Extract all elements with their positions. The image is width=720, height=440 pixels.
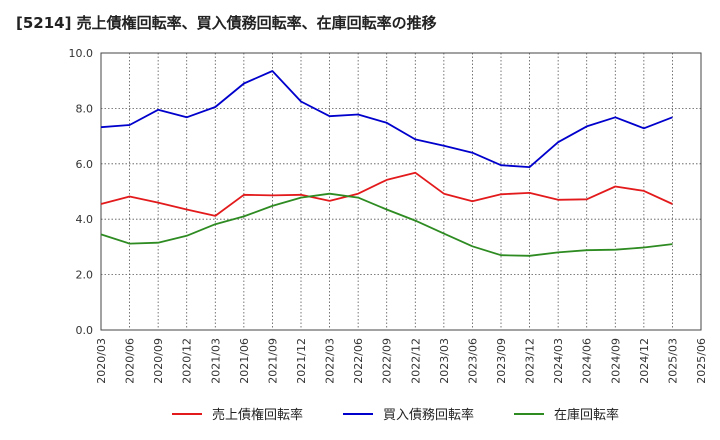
- x-tick-label: 2025/03: [666, 338, 679, 384]
- x-tick-label: 2022/12: [409, 338, 422, 384]
- y-tick-label: 10.0: [69, 47, 94, 60]
- legend-label-1: 売上債権回転率: [212, 407, 303, 423]
- x-tick-label: 2025/06: [695, 338, 708, 384]
- y-tick-label: 4.0: [76, 213, 94, 226]
- x-tick-label: 2024/12: [638, 338, 651, 384]
- x-tick-label: 2021/06: [238, 338, 251, 384]
- series-line-1: [100, 171, 673, 217]
- axes: 2020/03 2020/06 2020/09 2020/12 2021/03 2021/…: [69, 47, 709, 384]
- chart-title: [5214] 売上債権回転率、買入債務回転率、在庫回転率の推移: [16, 14, 437, 32]
- grid: [101, 53, 701, 330]
- x-tick-label: 2020/09: [152, 338, 165, 384]
- x-tick-label: 2023/12: [524, 338, 537, 384]
- y-tick-label: 0.0: [76, 324, 94, 337]
- y-tick-label: 8.0: [76, 102, 94, 115]
- x-tick-label: 2023/03: [438, 338, 451, 384]
- x-tick-label: 2021/12: [295, 338, 308, 384]
- x-tick-label: 2022/09: [381, 338, 394, 384]
- x-tick-label: 2020/06: [124, 338, 137, 384]
- x-tick-label: 2024/09: [609, 338, 622, 384]
- plot-frame: [100, 52, 702, 331]
- x-tick-label: 2020/12: [181, 338, 194, 384]
- series-line-3: [100, 192, 673, 257]
- legend-label-2: 買入債務回転率: [383, 407, 474, 423]
- legend-label-3: 在庫回転率: [554, 407, 619, 423]
- x-tick-label: 2021/03: [209, 338, 222, 384]
- x-tick-label: 2024/06: [581, 338, 594, 384]
- y-tick-label: 6.0: [76, 158, 94, 171]
- series-lines: [100, 70, 673, 257]
- x-tick-label: 2023/09: [495, 338, 508, 384]
- legend: 売上債権回転率 買入債務回転率 在庫回転率: [172, 407, 619, 423]
- y-tick-label: 2.0: [76, 269, 94, 282]
- series-line-2: [100, 70, 673, 169]
- x-tick-label: 2020/03: [95, 338, 108, 384]
- x-tick-label: 2023/06: [466, 338, 479, 384]
- x-tick-label: 2021/09: [266, 338, 279, 384]
- x-tick-label: 2022/06: [352, 338, 365, 384]
- x-tick-label: 2022/03: [324, 338, 337, 384]
- x-tick-label: 2024/03: [552, 338, 565, 384]
